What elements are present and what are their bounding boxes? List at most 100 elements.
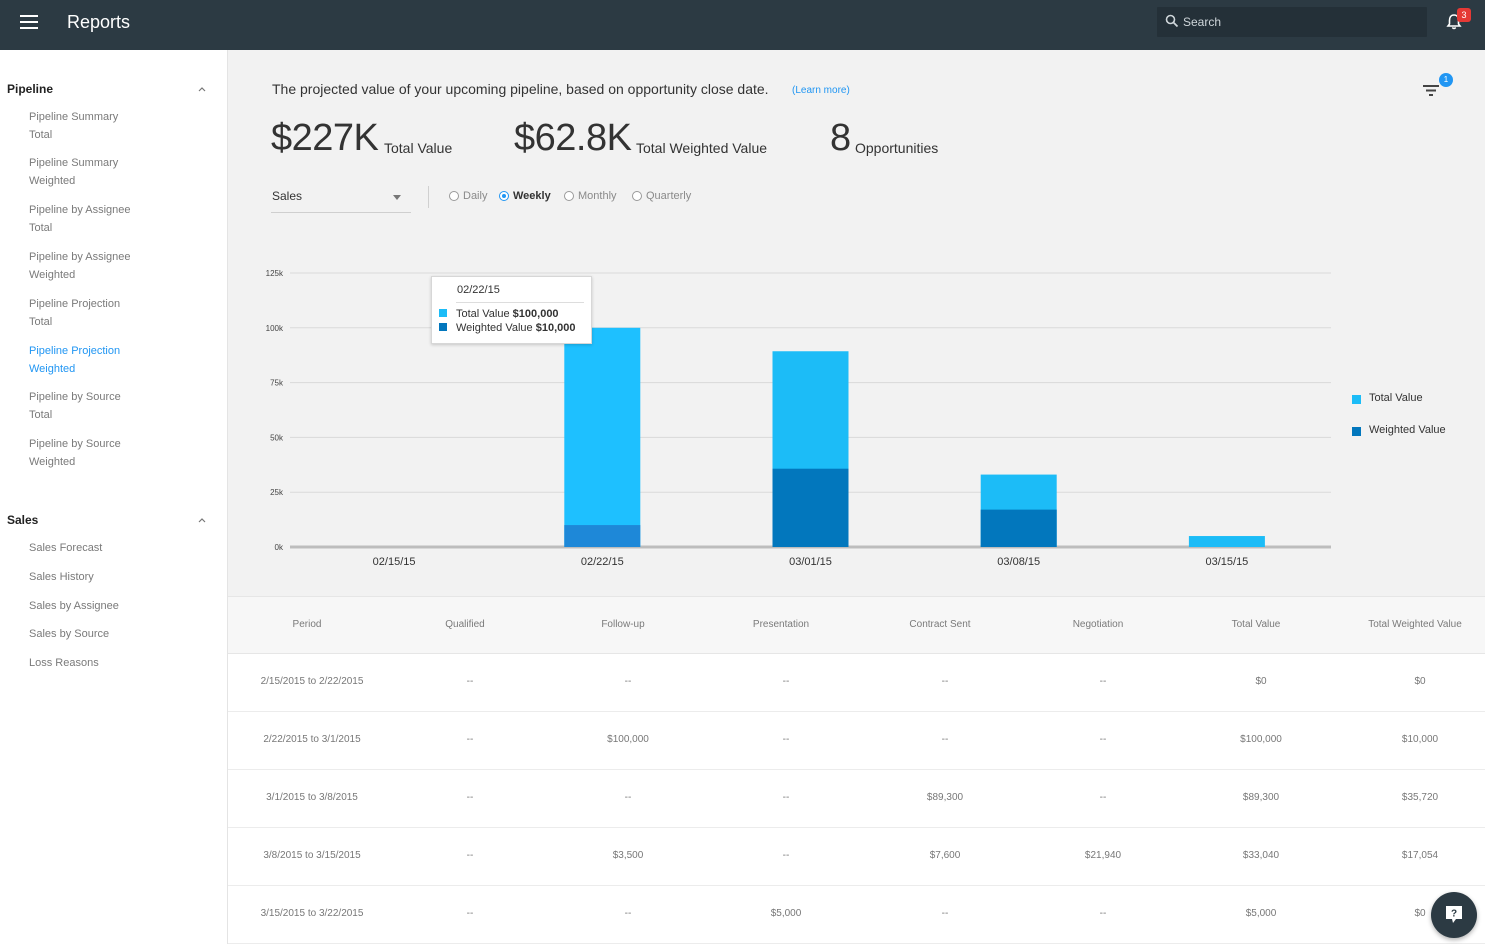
x-tick-label: 02/15/15 [373, 556, 416, 568]
tooltip-weighted-value: $10,000 [535, 322, 576, 334]
table-row[interactable]: 2/15/2015 to 2/22/2015 -- -- -- -- -- $0 $0 [228, 654, 1485, 712]
bar-weighted-value [980, 509, 1057, 547]
sidebar-item-label: Sales Forecast [29, 542, 103, 554]
table-cell: 2/22/2015 to 3/1/2015 [263, 734, 361, 745]
table-cell: $0 [1414, 676, 1426, 687]
tooltip-date: 02/22/15 [457, 284, 500, 296]
notification-badge: 3 [1457, 8, 1471, 22]
dropdown-arrow-icon [393, 195, 401, 200]
sidebar-item[interactable]: Sales Forecast [29, 539, 179, 557]
sidebar-item[interactable]: Sales History [29, 568, 179, 586]
kpi-opportunities-label: Opportunities [855, 140, 939, 156]
svg-text:?: ? [1451, 909, 1457, 920]
y-tick-label: 100k [266, 324, 284, 333]
table-row[interactable]: 3/8/2015 to 3/15/2015 -- $3,500 -- $7,600 $21… [228, 828, 1485, 886]
table-cell: $21,940 [1084, 850, 1122, 861]
sidebar-item[interactable]: Pipeline by Assignee Total [29, 201, 179, 237]
table-cell: -- [1099, 676, 1107, 687]
table-row[interactable]: 3/15/2015 to 3/22/2015 -- -- $5,000 -- -- $5,0… [228, 886, 1485, 944]
table-cell: $3,500 [612, 850, 644, 861]
sidebar-item[interactable]: Pipeline Projection Total [29, 295, 179, 331]
table-cell: $10,000 [1401, 734, 1439, 745]
tooltip-swatch [439, 309, 447, 317]
pipeline-select[interactable]: Sales [271, 183, 411, 213]
sidebar-item[interactable]: Loss Reasons [29, 654, 179, 672]
sidebar-item-label: Pipeline by Assignee [29, 204, 131, 216]
table-column-header[interactable]: Negotiation [1072, 619, 1124, 630]
sidebar-item-sublabel: Weighted [29, 456, 76, 468]
collapse-caret-icon[interactable] [198, 86, 206, 92]
pipeline-table: Period Qualified Follow-up Presentation Cont… [228, 596, 1485, 944]
menu-icon[interactable] [20, 15, 38, 29]
learn-more-link[interactable]: (Learn more) [792, 85, 850, 96]
pipeline-select-value: Sales [272, 189, 303, 203]
sidebar-item-label: Loss Reasons [29, 657, 99, 669]
table-column-header[interactable]: Total Weighted Value [1368, 619, 1462, 630]
sidebar-section-title-sales[interactable]: Sales [7, 513, 39, 527]
sidebar-item[interactable]: Pipeline Summary Weighted [29, 154, 179, 190]
y-tick-label: 50k [270, 433, 284, 442]
table-cell: -- [466, 908, 474, 919]
table-cell: $7,600 [929, 850, 961, 861]
sidebar-item-label: Pipeline Projection [29, 298, 121, 310]
table-cell: -- [782, 850, 790, 861]
table-cell: $5,000 [1245, 908, 1277, 919]
sidebar-item-label: Pipeline Summary [29, 111, 119, 123]
table-cell: -- [1099, 908, 1107, 919]
table-column-header[interactable]: Qualified [445, 619, 485, 630]
help-chat-button[interactable]: ? [1431, 892, 1477, 938]
table-column-header[interactable]: Total Value [1231, 619, 1281, 630]
search-input[interactable] [1183, 7, 1423, 37]
table-row[interactable]: 3/1/2015 to 3/8/2015 -- -- -- $89,300 -- $89,3… [228, 770, 1485, 828]
table-column-header[interactable]: Period [292, 619, 322, 630]
table-cell: 3/15/2015 to 3/22/2015 [260, 908, 364, 919]
sidebar-item[interactable]: Pipeline by Assignee Weighted [29, 248, 179, 284]
table-cell: -- [941, 676, 949, 687]
tooltip-swatch [439, 323, 447, 331]
divider [428, 186, 429, 208]
search-box[interactable] [1157, 7, 1427, 37]
table-row[interactable]: 2/22/2015 to 3/1/2015 -- $100,000 -- -- -- $10… [228, 712, 1485, 770]
sidebar-item[interactable]: Pipeline Summary Total [29, 108, 179, 144]
sidebar-item-label: Sales by Assignee [29, 600, 119, 612]
sidebar-item[interactable]: Sales by Assignee [29, 597, 179, 615]
pipeline-projection-chart: 0k 25k 50k 75k 100k 125k 02/15/15 02/22/15 03/01… [266, 269, 1331, 568]
filter-icon[interactable] [1421, 82, 1441, 98]
divider [456, 302, 584, 303]
sidebar-item-sublabel: Total [29, 409, 53, 421]
sidebar-item-label: Pipeline by Source [29, 391, 121, 403]
x-tick-label: 03/01/15 [789, 556, 832, 568]
sidebar-item[interactable]: Pipeline by Source Weighted [29, 435, 179, 471]
help-icon: ? [1446, 906, 1462, 923]
sidebar-item[interactable]: Pipeline by Source Total [29, 388, 179, 424]
table-column-header[interactable]: Contract Sent [909, 619, 971, 630]
table-cell: 3/1/2015 to 3/8/2015 [266, 792, 358, 803]
table-cell: $89,300 [1242, 792, 1280, 803]
table-cell: -- [941, 734, 949, 745]
legend-swatch [1352, 427, 1361, 436]
sidebar-item-label: Sales History [29, 571, 94, 583]
tooltip-weighted-label: Weighted Value [456, 322, 533, 334]
sidebar-item-sublabel: Weighted [29, 363, 76, 375]
sidebar-item[interactable]: Sales by Source [29, 625, 179, 643]
period-radio-label: Quarterly [646, 190, 692, 202]
bar-weighted-value [564, 525, 641, 547]
sidebar-item-sublabel: Total [29, 316, 53, 328]
sidebar-item[interactable]: Pipeline Projection Weighted [29, 342, 179, 378]
y-tick-label: 0k [275, 543, 284, 552]
table-column-header[interactable]: Presentation [752, 619, 810, 630]
table-cell: $33,040 [1242, 850, 1280, 861]
sidebar-section-title-pipeline[interactable]: Pipeline [7, 82, 54, 96]
table-cell: -- [941, 908, 949, 919]
radio-icon [564, 191, 574, 201]
table-column-header[interactable]: Follow-up [601, 619, 645, 630]
tooltip-total-value: $100,000 [512, 308, 559, 320]
table-cell: 3/8/2015 to 3/15/2015 [263, 850, 361, 861]
sidebar-item-label: Pipeline Summary [29, 157, 119, 169]
table-cell: -- [466, 734, 474, 745]
y-tick-label: 125k [266, 269, 284, 278]
search-icon [1165, 14, 1179, 28]
collapse-caret-icon[interactable] [198, 517, 206, 523]
table-cell: $0 [1414, 908, 1426, 919]
tooltip-total-label: Total Value [456, 308, 510, 320]
